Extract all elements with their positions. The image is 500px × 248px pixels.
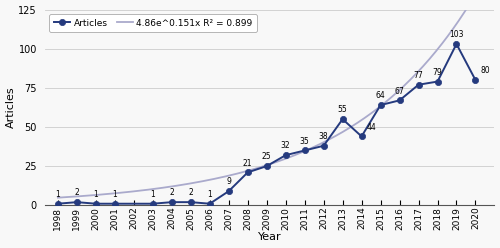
Text: 1: 1 xyxy=(56,190,60,199)
Text: 38: 38 xyxy=(319,132,328,141)
Articles xyxy=(416,83,422,86)
Articles xyxy=(320,144,326,147)
Text: 1: 1 xyxy=(150,190,155,199)
Articles xyxy=(378,104,384,107)
4.86e^0.151x R² = 0.899 xyxy=(271,161,277,164)
Text: 80: 80 xyxy=(480,66,490,75)
Y-axis label: Articles: Articles xyxy=(6,87,16,128)
Articles xyxy=(340,118,345,121)
Text: 79: 79 xyxy=(432,68,442,77)
Text: 2: 2 xyxy=(188,188,193,197)
Articles xyxy=(282,154,288,157)
Text: 2: 2 xyxy=(170,188,174,197)
Articles xyxy=(454,42,460,45)
Line: 4.86e^0.151x R² = 0.899: 4.86e^0.151x R² = 0.899 xyxy=(58,0,500,198)
Articles xyxy=(302,149,308,152)
Text: 2: 2 xyxy=(74,188,79,197)
4.86e^0.151x R² = 0.899 xyxy=(274,160,280,163)
Articles xyxy=(434,80,440,83)
Line: Articles: Articles xyxy=(55,41,478,207)
Articles xyxy=(55,202,61,205)
4.86e^0.151x R² = 0.899 xyxy=(55,196,61,199)
Text: 9: 9 xyxy=(226,178,231,186)
4.86e^0.151x R² = 0.899 xyxy=(302,150,308,153)
Articles xyxy=(264,165,270,168)
4.86e^0.151x R² = 0.899 xyxy=(326,138,332,141)
Articles xyxy=(93,202,99,205)
Articles xyxy=(472,79,478,82)
Text: 32: 32 xyxy=(281,141,290,151)
Text: 44: 44 xyxy=(366,123,376,132)
Text: 1: 1 xyxy=(208,190,212,199)
Text: 21: 21 xyxy=(243,159,252,168)
Text: 67: 67 xyxy=(394,87,404,96)
Legend: Articles, 4.86e^0.151x R² = 0.899: Articles, 4.86e^0.151x R² = 0.899 xyxy=(49,14,257,32)
Articles xyxy=(169,201,175,204)
4.86e^0.151x R² = 0.899 xyxy=(428,55,434,58)
Articles xyxy=(244,171,250,174)
Articles xyxy=(226,190,232,193)
Articles xyxy=(206,202,212,205)
Text: 55: 55 xyxy=(338,105,347,115)
Text: 103: 103 xyxy=(449,30,464,39)
X-axis label: Year: Year xyxy=(258,232,281,243)
Text: 1: 1 xyxy=(94,190,98,199)
Articles xyxy=(358,135,364,138)
Text: 77: 77 xyxy=(414,71,424,80)
Articles xyxy=(396,99,402,102)
Articles xyxy=(150,202,156,205)
Articles xyxy=(74,201,80,204)
Articles xyxy=(188,201,194,204)
Text: 64: 64 xyxy=(376,91,386,100)
Text: 1: 1 xyxy=(112,190,117,199)
Text: 35: 35 xyxy=(300,137,310,146)
Articles xyxy=(112,202,118,205)
Text: 25: 25 xyxy=(262,153,272,161)
